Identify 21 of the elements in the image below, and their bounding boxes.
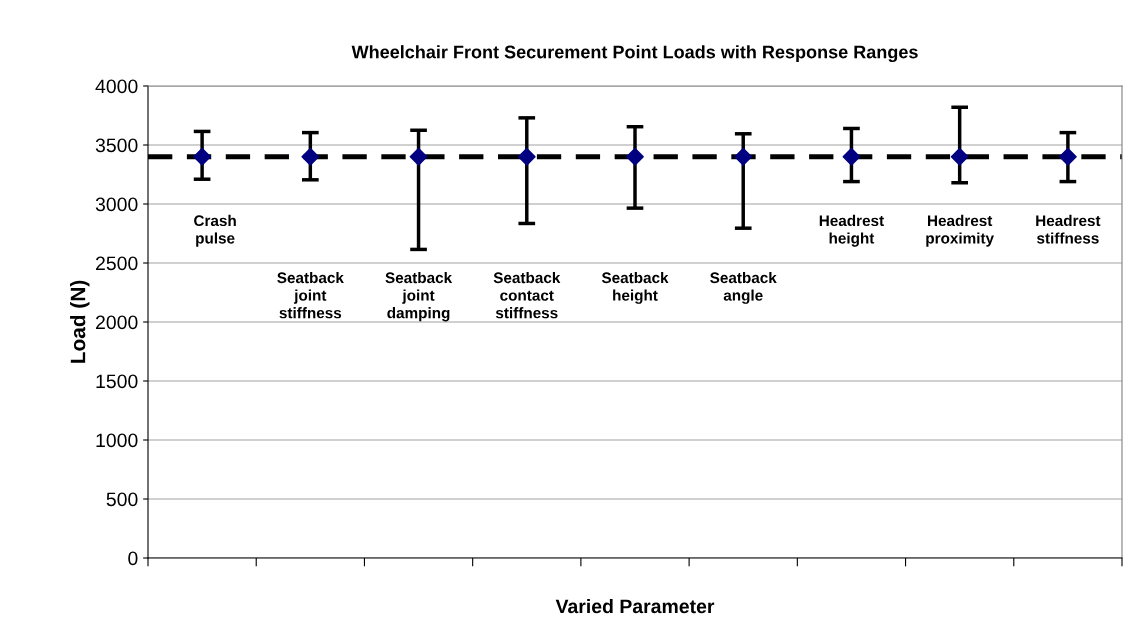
y-axis-title: Load (N) <box>70 280 90 363</box>
y-tick-label: 1000 <box>96 433 138 448</box>
x-axis-title: Varied Parameter <box>555 598 715 614</box>
y-tick-label: 2500 <box>96 256 138 271</box>
x-tick-label: Crash pulse <box>194 214 236 247</box>
y-tick-label: 0 <box>128 551 138 566</box>
x-tick-label: Seatback height <box>601 271 669 304</box>
x-tick-label: Seatback joint stiffness <box>277 271 344 319</box>
y-tick-label: 3500 <box>95 138 138 153</box>
y-tick-label: 3000 <box>95 197 138 212</box>
x-tick-label: Seatback contact stiffness <box>493 271 561 319</box>
y-tick-label: 4000 <box>95 79 138 94</box>
y-tick-label: 2000 <box>96 315 138 330</box>
y-tick-label: 1500 <box>96 374 138 389</box>
x-tick-label: Headrest stiffness <box>1036 214 1101 244</box>
x-tick-label: Headrest height <box>819 214 884 247</box>
x-tick-label: Headrest proximity <box>926 214 994 247</box>
x-tick-label: Seatback joint damping <box>385 271 453 322</box>
chart-title: Wheelchair Front Securement Point Loads with Response Ranges <box>351 45 918 63</box>
x-tick-label: Seatback angle <box>710 271 777 304</box>
y-tick-label: 500 <box>106 492 138 507</box>
